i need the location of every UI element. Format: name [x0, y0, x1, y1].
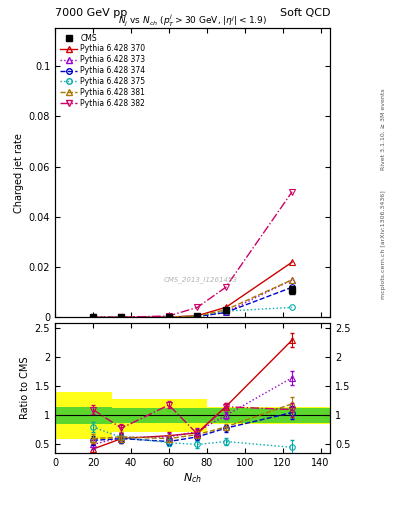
Pythia 6.428 381	[290, 276, 294, 283]
Pythia 6.428 370	[91, 314, 95, 321]
Pythia 6.428 382	[290, 188, 294, 195]
Pythia 6.428 381	[91, 314, 95, 321]
Pythia 6.428 375	[195, 313, 200, 319]
Pythia 6.428 382	[167, 313, 171, 319]
Line: Pythia 6.428 375: Pythia 6.428 375	[90, 305, 295, 320]
Title: $N_j$ vs $N_{ch}$ ($p_T^j$$>$30 GeV, $|\eta^j|$$<$1.9): $N_j$ vs $N_{ch}$ ($p_T^j$$>$30 GeV, $|\…	[118, 12, 267, 28]
Text: 7000 GeV pp: 7000 GeV pp	[55, 8, 127, 18]
Text: CMS_2013_I1261453: CMS_2013_I1261453	[164, 276, 238, 283]
Pythia 6.428 374	[290, 284, 294, 290]
Pythia 6.428 374	[91, 314, 95, 321]
Y-axis label: Charged jet rate: Charged jet rate	[15, 133, 24, 213]
Pythia 6.428 381	[195, 313, 200, 319]
Text: Rivet 3.1.10, ≥ 3M events: Rivet 3.1.10, ≥ 3M events	[381, 89, 386, 170]
Pythia 6.428 381	[119, 314, 124, 321]
Pythia 6.428 375	[167, 314, 171, 320]
Pythia 6.428 374	[195, 313, 200, 319]
Pythia 6.428 374	[119, 314, 124, 321]
Pythia 6.428 374	[167, 314, 171, 321]
Text: mcplots.cern.ch [arXiv:1306.3436]: mcplots.cern.ch [arXiv:1306.3436]	[381, 191, 386, 300]
Pythia 6.428 375	[91, 314, 95, 321]
Line: Pythia 6.428 374: Pythia 6.428 374	[90, 285, 295, 320]
Pythia 6.428 375	[119, 314, 124, 321]
Legend: CMS, Pythia 6.428 370, Pythia 6.428 373, Pythia 6.428 374, Pythia 6.428 375, Pyt: CMS, Pythia 6.428 370, Pythia 6.428 373,…	[59, 32, 147, 110]
Pythia 6.428 382	[119, 314, 124, 321]
Pythia 6.428 370	[195, 313, 200, 319]
Pythia 6.428 382	[223, 284, 228, 290]
Pythia 6.428 375	[223, 308, 228, 314]
Pythia 6.428 373	[119, 314, 124, 321]
Pythia 6.428 370	[290, 259, 294, 265]
Line: Pythia 6.428 373: Pythia 6.428 373	[90, 277, 295, 320]
Pythia 6.428 370	[167, 314, 171, 320]
X-axis label: $N_{ch}$: $N_{ch}$	[183, 471, 202, 484]
Pythia 6.428 370	[223, 304, 228, 310]
Pythia 6.428 373	[167, 314, 171, 321]
Line: Pythia 6.428 370: Pythia 6.428 370	[90, 259, 295, 320]
Pythia 6.428 375	[290, 304, 294, 310]
Y-axis label: Ratio to CMS: Ratio to CMS	[20, 356, 31, 419]
Pythia 6.428 382	[91, 314, 95, 321]
Line: Pythia 6.428 382: Pythia 6.428 382	[90, 189, 295, 320]
Pythia 6.428 373	[223, 309, 228, 315]
Pythia 6.428 370	[119, 314, 124, 321]
Line: Pythia 6.428 381: Pythia 6.428 381	[90, 277, 295, 320]
Pythia 6.428 374	[223, 309, 228, 315]
Pythia 6.428 381	[167, 314, 171, 320]
Pythia 6.428 381	[223, 307, 228, 313]
Text: Soft QCD: Soft QCD	[280, 8, 330, 18]
Pythia 6.428 382	[195, 304, 200, 310]
Pythia 6.428 373	[290, 276, 294, 283]
Pythia 6.428 373	[195, 313, 200, 319]
Pythia 6.428 373	[91, 314, 95, 321]
